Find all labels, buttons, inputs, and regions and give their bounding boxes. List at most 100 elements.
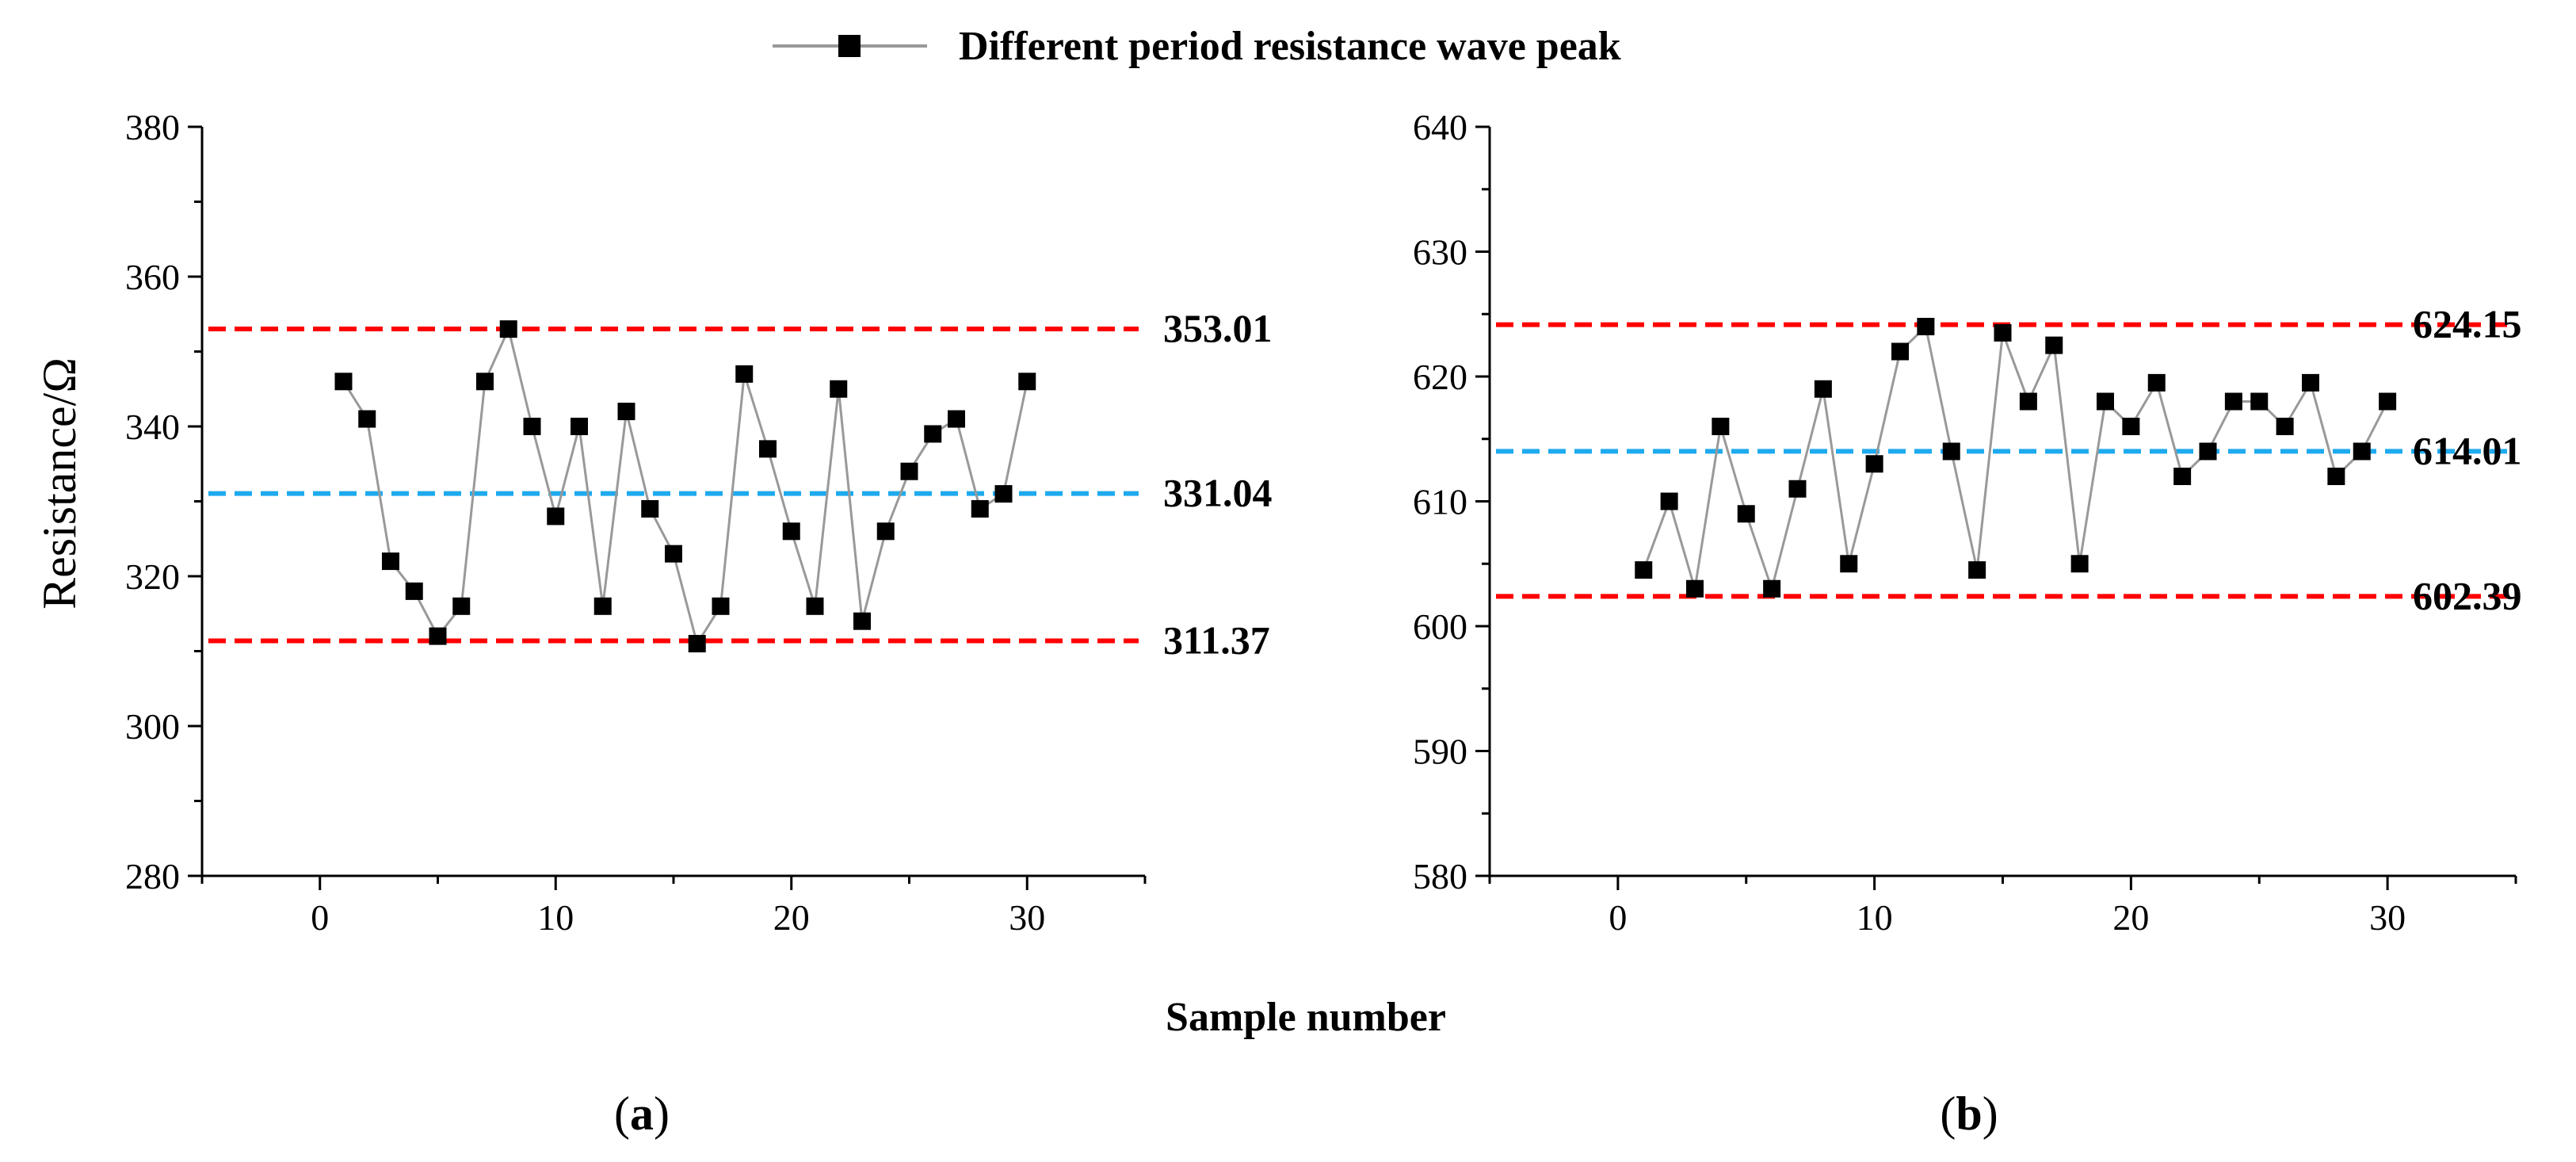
panel-a-data-point [712,597,730,615]
panel-a-data-point [735,365,754,383]
panel-b-data-point [1737,505,1755,523]
panel-a-data-point [641,499,659,518]
panel-b-data-point [2173,468,2192,485]
panel-b-x-tick-label: 10 [1857,897,1893,938]
panel-a-label-open: ( [614,1087,630,1140]
panel-a-data-point [617,403,635,421]
panel-a-data-point [358,410,376,428]
panel-a-x-tick-label: 0 [311,897,329,938]
panel-a-label-letter: a [630,1087,654,1140]
panel-a-ref-label: 331.04 [1163,471,1273,515]
panel-a-data-point [523,418,541,435]
panel-a-y-tick-label: 300 [125,706,180,747]
panel-a-y-tick-label: 280 [125,856,180,896]
panel-a-x-tick-label: 20 [773,897,810,938]
panel-b-y-tick-label: 620 [1413,357,1467,397]
panel-b-data-point [1840,555,1858,573]
panel-b-y-tick-label: 640 [1413,107,1467,147]
panel-b-data-point [1660,492,1678,510]
panel-b-series [1635,318,2397,598]
panel-a-series [334,320,1036,653]
panel-a-y-tick-label: 380 [125,107,180,147]
panel-b-data-point [1763,579,1781,598]
panel-a-data-point [429,627,447,645]
panel-b-x-tick-label: 0 [1609,897,1627,938]
panel-b-data-point [1788,480,1807,498]
panel-b-data-point [1968,561,1986,579]
panel-a-data-point [782,522,800,541]
panel-b-data-point [2276,418,2294,435]
panel-b-ref-label: 624.15 [2413,302,2522,346]
panel-b-data-point [1891,342,1909,361]
panel-b-ref-label: 602.39 [2413,573,2522,617]
panel-a-data-point [759,440,777,458]
panel-b-data-point [1635,561,1653,579]
panel-b-data-point [2379,392,2397,411]
panel-b-axes: 580 590 600 610 620 630 640 0 10 20 30 [1413,107,2517,938]
panel-b-data-point [1942,442,1960,461]
panel-b-data-point [2045,336,2063,354]
panel-a-data-point [405,582,423,600]
panel-a-data-point [806,597,824,615]
panel-a-label: (a) [614,1087,670,1140]
panel-b-data-point [2147,373,2166,392]
panel-a-data-point [665,545,682,563]
panel-b-label-close: ) [1983,1087,1998,1140]
legend-label: Different period resistance wave peak [959,24,1621,69]
panel-b-y-tick-label: 610 [1413,482,1467,522]
panel-b-y-tick-label: 590 [1413,732,1467,772]
panel-a-data-point [476,373,494,391]
panel-a-y-tick-label: 320 [125,556,180,597]
panel-a-data-point [830,380,848,398]
panel-b-data-point [1686,579,1704,598]
panel-b-y-tick-label: 630 [1413,232,1467,273]
panel-b-data-point [2019,392,2037,411]
x-axis-title: Sample number [1166,995,1446,1040]
panel-a-y-tick-label: 360 [125,257,180,297]
panel-b-data-point [2224,392,2242,411]
panel-a-data-point [853,612,871,630]
panel-a-series-line [342,325,1028,647]
panel-a-data-point [924,425,942,443]
y-axis-title: Resistance/Ω [33,357,86,610]
panel-b-data-point [2097,392,2114,411]
panel-a-chart: 280 300 320 340 360 380 0 10 20 30 353.01 331.04 31… [125,107,1273,938]
panel-a-ref-lines: 353.01 331.04 311.37 [208,306,1273,663]
panel-b-ref-lines: 624.15 614.01 602.39 [1496,302,2522,617]
panel-a-data-point [571,418,588,435]
panel-b-ref-label: 614.01 [2413,428,2522,472]
panel-a-data-point [876,522,895,541]
panel-a-data-point [547,507,565,526]
panel-b-data-point [1814,380,1832,398]
panel-b-data-point [2353,442,2371,461]
panel-b-label: (b) [1940,1087,1998,1140]
panel-a-axes: 280 300 320 340 360 380 0 10 20 30 [125,107,1147,938]
panel-a-data-point [948,410,965,428]
panel-b-label-open: ( [1940,1087,1956,1140]
panel-b-x-tick-label: 20 [2112,897,2149,938]
legend: Different period resistance wave peak [773,24,1621,69]
panel-a-ref-label: 311.37 [1163,618,1270,663]
panel-a-data-point [971,499,989,518]
panel-b-x-tick-label: 30 [2369,897,2406,938]
panel-b-data-point [2122,418,2140,435]
panel-a-data-point [900,462,918,480]
panel-a-data-point [334,373,353,391]
panel-b-data-point [2327,468,2345,485]
panel-a-data-point [688,635,706,653]
panel-a-x-tick-label: 30 [1009,897,1045,938]
panel-b-series-line [1642,324,2389,594]
panel-b-data-point [2199,442,2217,461]
legend-marker [838,35,861,57]
panel-b-data-point [2250,392,2269,411]
panel-b-chart: 580 590 600 610 620 630 640 0 10 20 30 624.15 614.0… [1413,107,2522,938]
panel-a-data-point [452,597,471,615]
panel-b-data-point [1865,455,1883,473]
panel-a-label-close: ) [654,1087,670,1140]
panel-a-data-point [593,597,612,615]
panel-b-y-tick-label: 580 [1413,856,1467,896]
panel-b-data-point [1712,418,1730,435]
panel-a-data-point [994,485,1013,503]
panel-b-data-point [2070,555,2089,573]
